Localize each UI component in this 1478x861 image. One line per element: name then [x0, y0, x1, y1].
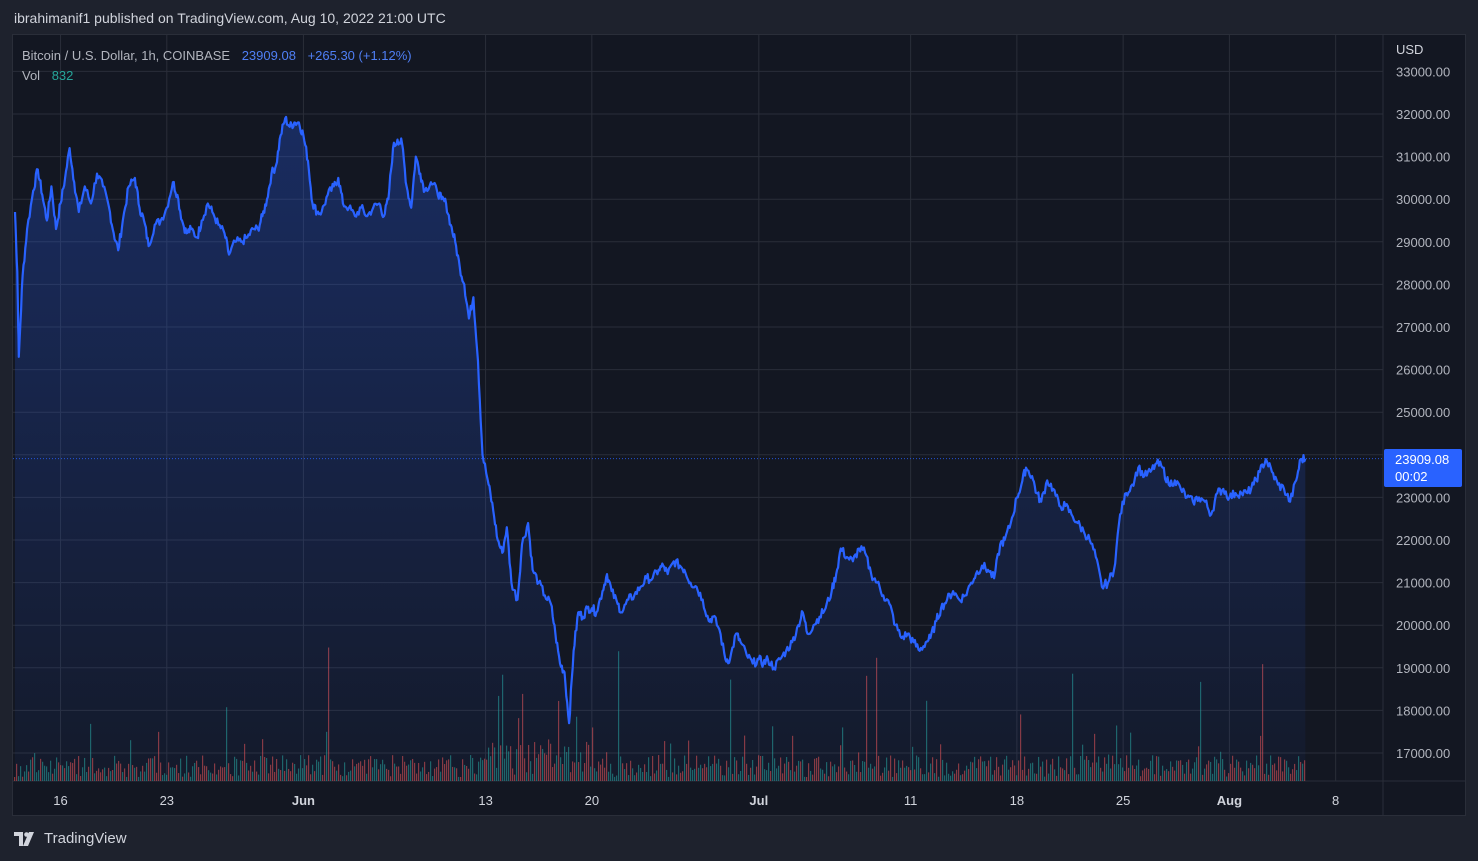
tradingview-logo-icon [14, 831, 34, 846]
tradingview-brand: TradingView [44, 830, 127, 847]
x-tick-label: 23 [160, 793, 174, 808]
volume-value: 832 [51, 68, 74, 83]
y-tick-label: 23000.00 [1396, 490, 1450, 505]
x-tick-label: 13 [478, 793, 492, 808]
y-tick-label: 32000.00 [1396, 107, 1450, 122]
price-area-fill [15, 116, 1306, 781]
x-tick-label: 11 [904, 793, 918, 808]
x-tick-label: 16 [53, 793, 67, 808]
current-price-tag: 23909.08 00:02 [1384, 448, 1462, 487]
volume-bar [14, 776, 16, 781]
y-tick-label: 33000.00 [1396, 64, 1450, 79]
y-tick-label: 17000.00 [1396, 746, 1450, 761]
last-price-value: 23909.08 [241, 48, 296, 63]
price-line [13, 115, 1307, 725]
publish-line: ibrahimanif1 published on TradingView.co… [14, 10, 446, 26]
y-tick-label: 18000.00 [1396, 703, 1450, 718]
x-tick-label: Jun [292, 793, 315, 808]
x-tick-label: 8 [1332, 793, 1339, 808]
tradingview-logo[interactable]: TradingView [14, 830, 127, 847]
x-tick-label: Aug [1217, 793, 1242, 808]
y-tick-label: 20000.00 [1396, 618, 1450, 633]
y-tick-label: 28000.00 [1396, 277, 1450, 292]
y-tick-label: 26000.00 [1396, 363, 1450, 378]
y-tick-label: 25000.00 [1396, 405, 1450, 420]
y-tick-label: 22000.00 [1396, 533, 1450, 548]
y-tick-label: 19000.00 [1396, 661, 1450, 676]
y-tick-label: 30000.00 [1396, 192, 1450, 207]
y-tick-label: 29000.00 [1396, 235, 1450, 250]
x-tick-label: 18 [1010, 793, 1024, 808]
x-tick-label: 25 [1116, 793, 1130, 808]
y-tick-label: 21000.00 [1396, 576, 1450, 591]
x-tick-label: Jul [749, 793, 768, 808]
legend-symbol-row: Bitcoin / U.S. Dollar, 1h, COINBASE 2390… [22, 46, 412, 66]
legend-volume-row: Vol 832 [22, 66, 412, 86]
chart-legend: Bitcoin / U.S. Dollar, 1h, COINBASE 2390… [22, 46, 412, 86]
bar-countdown: 00:02 [1395, 468, 1428, 484]
y-tick-label: 31000.00 [1396, 150, 1450, 165]
current-price-label: 23909.08 [1395, 451, 1450, 467]
price-change-value: +265.30 (+1.12%) [307, 48, 412, 63]
symbol-label: Bitcoin / U.S. Dollar, 1h, COINBASE [22, 48, 231, 63]
x-tick-label: 20 [585, 793, 599, 808]
y-tick-label: 27000.00 [1396, 320, 1450, 335]
volume-label: Vol [22, 68, 41, 83]
currency-label[interactable]: USD [1396, 42, 1424, 57]
